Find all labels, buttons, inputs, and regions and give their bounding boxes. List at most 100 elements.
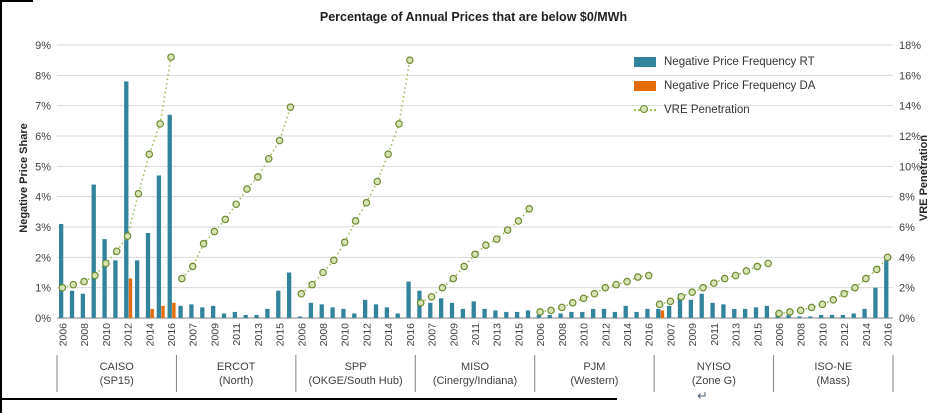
year-tick-label: 2016 bbox=[405, 323, 417, 347]
legend-item-vre: VRE Penetration bbox=[634, 98, 815, 122]
rt-bar bbox=[634, 311, 639, 318]
region-name-label: ERCOT bbox=[217, 361, 256, 373]
rt-bar bbox=[591, 308, 596, 318]
vre-marker bbox=[156, 120, 164, 128]
rt-bar bbox=[623, 305, 628, 318]
vre-line bbox=[181, 106, 292, 280]
rt-bar bbox=[471, 301, 476, 318]
year-tick-label: 2011 bbox=[709, 323, 721, 346]
year-tick-label: 2014 bbox=[622, 323, 634, 347]
rt-bar bbox=[254, 314, 259, 318]
rt-bar bbox=[829, 314, 835, 318]
vre-marker bbox=[123, 232, 132, 240]
rt-bar-swatch bbox=[634, 57, 656, 67]
vre-marker bbox=[427, 292, 436, 301]
vre-marker bbox=[254, 173, 262, 181]
vre-marker bbox=[568, 299, 577, 307]
rt-bar bbox=[363, 299, 368, 318]
vre-marker bbox=[297, 289, 306, 298]
rt-bar bbox=[352, 313, 357, 318]
rt-bar bbox=[330, 307, 335, 318]
region-name-label: SPP bbox=[345, 361, 367, 373]
vre-marker bbox=[199, 239, 208, 248]
right-tick-label: 16% bbox=[899, 70, 921, 82]
vre-marker bbox=[395, 120, 403, 128]
rt-bar bbox=[80, 293, 86, 318]
vre-marker bbox=[80, 277, 88, 286]
left-tick-label: 5% bbox=[35, 161, 51, 173]
vre-marker bbox=[829, 295, 838, 304]
vre-marker bbox=[851, 283, 859, 292]
rt-bar bbox=[808, 316, 813, 318]
rt-bar bbox=[102, 239, 107, 318]
vre-marker bbox=[275, 136, 284, 145]
vre-marker bbox=[699, 283, 707, 292]
rt-bar bbox=[862, 308, 867, 318]
rt-bar bbox=[525, 310, 531, 318]
left-tick-label: 0% bbox=[35, 313, 51, 325]
vre-marker bbox=[373, 177, 382, 186]
rt-bar bbox=[667, 305, 672, 318]
da-bar-swatch bbox=[634, 81, 656, 91]
region-sub-label: (OKGE/South Hub) bbox=[308, 375, 402, 387]
year-tick-label: 2006 bbox=[57, 323, 69, 347]
vre-marker bbox=[547, 306, 555, 315]
year-tick-label: 2014 bbox=[383, 323, 395, 347]
rt-bar bbox=[395, 313, 400, 318]
vre-marker bbox=[731, 271, 740, 280]
year-tick-label: 2015 bbox=[275, 323, 287, 347]
legend-item-da: Negative Price Frequency DA bbox=[634, 74, 815, 98]
year-tick-label: 2008 bbox=[796, 323, 808, 347]
vre-marker bbox=[666, 297, 675, 306]
year-tick-label: 2016 bbox=[644, 323, 656, 347]
rt-bar bbox=[677, 293, 683, 318]
rt-bar bbox=[699, 293, 704, 318]
vre-marker bbox=[655, 300, 664, 309]
vre-marker bbox=[188, 262, 197, 271]
vre-marker bbox=[449, 274, 458, 283]
rt-bar bbox=[135, 260, 140, 318]
vre-marker bbox=[579, 294, 588, 303]
region-name-label: PJM bbox=[583, 361, 605, 373]
rt-bar bbox=[178, 305, 183, 318]
rt-bar bbox=[688, 299, 694, 318]
vre-marker bbox=[264, 154, 273, 163]
year-tick-label: 2014 bbox=[861, 323, 873, 347]
rt-bar bbox=[558, 313, 563, 318]
vre-marker bbox=[514, 217, 523, 225]
region-sub-label: (North) bbox=[219, 375, 253, 387]
rt-bar bbox=[536, 314, 542, 318]
year-tick-label: 2011 bbox=[231, 323, 243, 346]
vre-marker bbox=[91, 271, 99, 280]
year-tick-label: 2006 bbox=[774, 323, 786, 347]
rt-bar bbox=[113, 260, 118, 318]
rt-bar bbox=[612, 311, 618, 318]
left-tick-label: 3% bbox=[35, 222, 51, 234]
year-tick-label: 2008 bbox=[318, 323, 330, 347]
vre-marker bbox=[438, 283, 447, 292]
rt-bar bbox=[341, 308, 346, 318]
region-sub-label: (Mass) bbox=[816, 375, 850, 387]
year-tick-label: 2013 bbox=[492, 323, 504, 347]
region-sub-label: (Zone G) bbox=[692, 375, 736, 387]
vre-marker bbox=[134, 189, 143, 198]
rt-bar bbox=[243, 314, 248, 318]
vre-marker bbox=[742, 267, 751, 275]
year-tick-label: 2009 bbox=[448, 323, 460, 347]
right-tick-label: 0% bbox=[899, 313, 915, 325]
vre-marker bbox=[286, 103, 295, 111]
year-tick-label: 2012 bbox=[839, 323, 851, 347]
legend-label-vre: VRE Penetration bbox=[664, 104, 750, 116]
year-tick-label: 2011 bbox=[470, 323, 482, 346]
vre-marker bbox=[221, 215, 230, 224]
rt-bar bbox=[743, 308, 748, 318]
vre-marker bbox=[330, 256, 338, 265]
paragraph-mark: ↵ bbox=[697, 388, 708, 403]
year-tick-label: 2010 bbox=[101, 323, 113, 347]
region-name-label: NYISO bbox=[697, 361, 732, 373]
circle-marker-glyph bbox=[640, 105, 648, 113]
year-tick-label: 2007 bbox=[427, 323, 439, 347]
region-name-label: MISO bbox=[461, 361, 490, 373]
vre-marker bbox=[406, 56, 414, 64]
